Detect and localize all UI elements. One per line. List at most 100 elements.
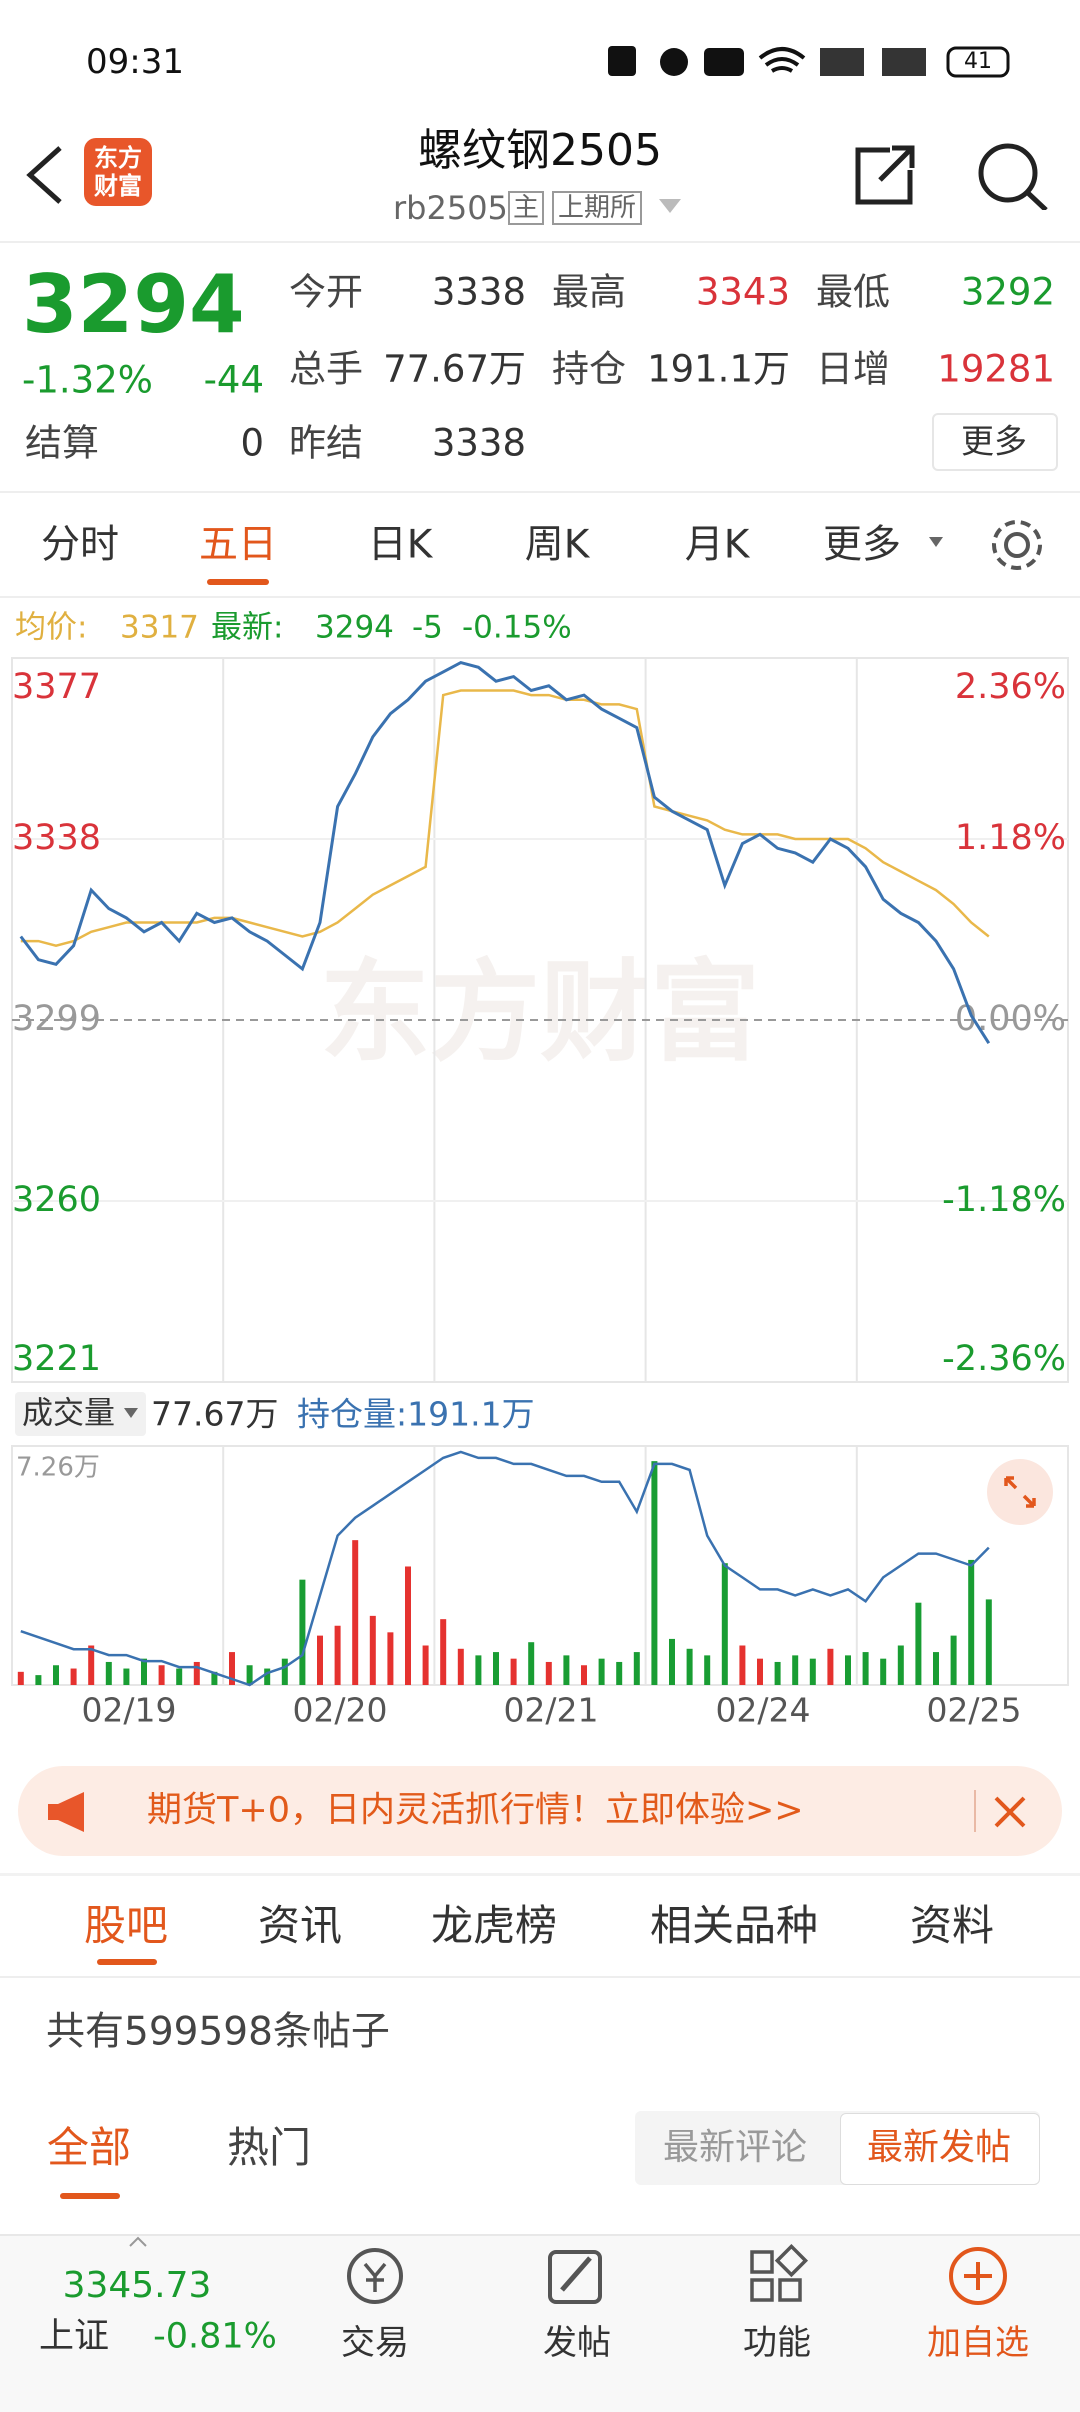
volume-bar — [985, 1599, 992, 1685]
volume-bar — [264, 1668, 271, 1685]
up-arrow — [129, 2236, 147, 2247]
content-tab[interactable]: 龙虎榜 — [430, 1901, 558, 1950]
volume-bar — [686, 1648, 693, 1685]
volume-bar — [598, 1658, 605, 1685]
close-button[interactable] — [990, 1792, 1030, 1832]
app-logo — [84, 138, 152, 206]
field-label: 日增 — [816, 347, 890, 391]
volume-bar — [845, 1655, 851, 1685]
dropdown-arrow[interactable] — [655, 195, 685, 219]
watermark: 东方财富 — [320, 948, 760, 1076]
volume-tick-label: 7.26万 — [16, 1453, 100, 1483]
nav-icons — [347, 2244, 1007, 2305]
volume-bar — [334, 1625, 341, 1685]
period-tab[interactable]: 分时 — [40, 522, 120, 568]
volume-bar — [563, 1655, 570, 1685]
nav-label[interactable]: 加自选 — [927, 2323, 1029, 2363]
settings-icon[interactable] — [985, 513, 1049, 577]
last-pct: -0.15% — [462, 609, 572, 646]
status-icons — [608, 46, 1010, 78]
volume-bar — [299, 1579, 306, 1685]
field-value: 191.1万 — [647, 347, 790, 391]
field-value: 3338 — [431, 270, 526, 314]
status-time: 09:31 — [86, 42, 184, 82]
back-button[interactable] — [20, 140, 70, 210]
period-tab[interactable]: 日K — [367, 522, 433, 568]
battery-level: 41 — [964, 49, 992, 74]
expand-button[interactable] — [986, 1458, 1054, 1526]
volume-bar — [457, 1648, 464, 1685]
field-value: 77.67万 — [383, 347, 526, 391]
period-tab[interactable]: 五日 — [198, 522, 278, 568]
volume-bar — [387, 1632, 394, 1685]
volume-bar — [528, 1642, 535, 1685]
y-tick-label: 3377 — [12, 667, 101, 707]
period-tab[interactable]: 月K — [684, 522, 750, 568]
header-actions[interactable] — [850, 140, 1070, 210]
period-tab[interactable]: 更多 — [822, 522, 902, 568]
more-label: 更多 — [961, 421, 1027, 461]
chart: 东方财富 3377 2.36% 3338 1.18% 3299 0.00% 3260 -1.18… — [11, 657, 1069, 1730]
volume-bar — [211, 1671, 218, 1685]
volume-bar — [757, 1658, 763, 1685]
more-button[interactable] — [932, 413, 1058, 471]
volume-bar — [862, 1652, 869, 1685]
last-label: 最新: — [211, 609, 284, 646]
sort-option[interactable]: 最新发帖 — [866, 2127, 1012, 2168]
field-label: 结算 — [25, 421, 99, 465]
banner-text: 期货T+0，日内灵活抓行情！立即体验>> — [147, 1790, 804, 1831]
filter-tab[interactable]: 全部 — [46, 2123, 132, 2172]
nav-label[interactable]: 功能 — [743, 2323, 811, 2363]
volume-bar — [475, 1655, 482, 1685]
y-tick-label: 3338 — [12, 818, 101, 858]
content-tab[interactable]: 资讯 — [257, 1901, 343, 1950]
index-name[interactable]: 上证 — [38, 2316, 110, 2357]
date-label: 02/19 — [81, 1691, 176, 1730]
volume-bar — [933, 1652, 939, 1685]
field-value: 3292 — [960, 270, 1055, 314]
period-tab[interactable]: 周K — [524, 522, 590, 568]
series-line — [20, 689, 990, 947]
volume-bar — [88, 1645, 95, 1685]
volume-bar — [158, 1665, 165, 1685]
last-value: 3294 — [315, 609, 394, 646]
index-pct[interactable]: -0.81% — [153, 2316, 277, 2357]
filter-tab[interactable]: 热门 — [226, 2123, 312, 2172]
change-pct: -1.32% — [22, 358, 153, 402]
volume-bar — [950, 1635, 957, 1685]
volume-bar — [352, 1540, 359, 1685]
y-pct-label: -2.36% — [942, 1339, 1066, 1379]
promo-banner[interactable] — [18, 1766, 1062, 1856]
last-change: -5 — [412, 609, 443, 646]
post-count: 共有599598条帖子 — [46, 2009, 390, 2055]
oi-line — [20, 1450, 990, 1687]
index-value[interactable]: 3345.73 — [62, 2265, 212, 2306]
nav-label[interactable]: 交易 — [341, 2323, 409, 2363]
date-label: 02/24 — [715, 1691, 810, 1730]
volume-bar — [53, 1665, 59, 1685]
avg-label: 均价: — [15, 609, 88, 646]
volume-bar — [633, 1652, 640, 1685]
content-tab[interactable]: 股吧 — [83, 1901, 169, 1950]
volume-bar — [17, 1671, 24, 1685]
volume-selector[interactable] — [15, 1392, 146, 1436]
date-label: 02/20 — [292, 1691, 387, 1730]
nav-label[interactable]: 发帖 — [543, 2323, 611, 2363]
volume-label: 成交量 — [22, 1395, 115, 1432]
y-tick-label: 3260 — [12, 1180, 101, 1220]
volume-bar — [739, 1645, 746, 1685]
logo-text: 东方 — [94, 144, 142, 172]
volume-bar — [176, 1668, 183, 1685]
tab-indicator — [207, 579, 269, 585]
sort-option[interactable]: 最新评论 — [662, 2127, 808, 2168]
content-tab[interactable]: 相关品种 — [649, 1901, 819, 1950]
y-tick-label: 3299 — [12, 999, 101, 1039]
tab-indicator — [60, 2193, 120, 2199]
field-label: 最低 — [816, 270, 890, 314]
content-tab[interactable]: 资料 — [909, 1901, 995, 1950]
field-value: 3338 — [431, 421, 526, 465]
tag: 主 — [508, 191, 545, 225]
code: rb2505 — [393, 189, 508, 227]
dropdown-arrow — [124, 1408, 138, 1418]
